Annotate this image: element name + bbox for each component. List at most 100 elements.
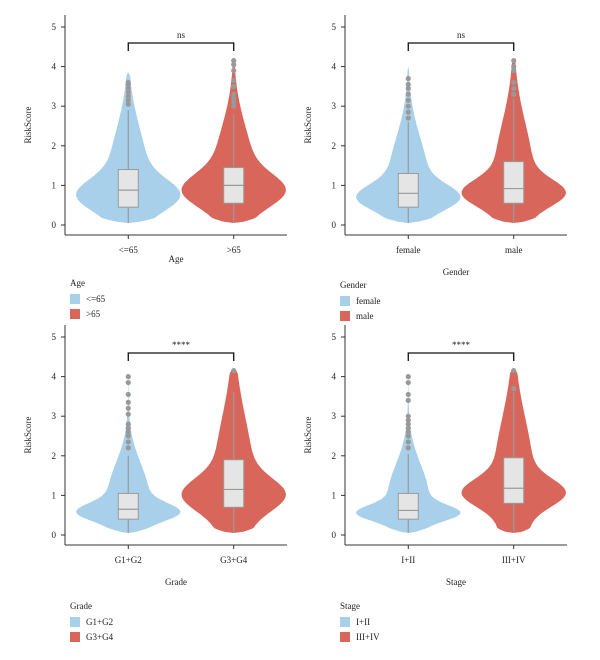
outlier-point — [231, 91, 237, 97]
legend-title: Age — [70, 278, 85, 288]
legend-swatch-1 — [340, 616, 350, 627]
box — [397, 492, 419, 520]
outlier-point — [405, 75, 411, 82]
y-tick-label: 4 — [52, 372, 57, 382]
legend-label: <=65 — [86, 293, 106, 304]
chart-panel-2: 0 1 2 3 4 5 RiskScore Gender female male ns — [303, 15, 567, 277]
significance-bracket — [127, 352, 235, 361]
legend-gender: Gender female male — [340, 280, 380, 323]
outlier-point — [405, 439, 411, 445]
outlier-point — [125, 391, 131, 398]
x-axis-label: Stage — [446, 577, 466, 587]
outlier-point — [405, 103, 411, 109]
outlier-point — [125, 425, 131, 431]
y-tick-label: 0 — [52, 530, 57, 540]
legend-swatch-2 — [340, 631, 350, 642]
outlier-point — [405, 374, 411, 380]
outlier-point — [405, 433, 411, 439]
legend-swatch-2 — [70, 631, 80, 642]
outlier-point — [405, 425, 411, 431]
y-axis-label: RiskScore — [23, 416, 33, 453]
y-tick-label: 2 — [52, 451, 57, 461]
outlier-point — [125, 101, 131, 107]
legend-title: Grade — [70, 601, 92, 611]
outlier-point — [125, 85, 131, 91]
outlier-point — [231, 67, 237, 74]
legend-swatch-1 — [340, 295, 350, 306]
x-tick-label: III+IV — [502, 555, 526, 565]
y-tick-label: 0 — [332, 220, 337, 230]
legend-entry: I+II — [340, 614, 380, 629]
chart-panel-1: 0 1 2 3 4 5 RiskScore Age <=65 >65 ns — [23, 15, 287, 264]
box — [503, 161, 525, 204]
outlier-point — [125, 429, 131, 435]
legend-label: III+IV — [356, 631, 380, 642]
outlier-point — [405, 97, 411, 103]
outlier-point — [405, 417, 411, 423]
outlier-point — [405, 413, 411, 419]
y-tick-label: 1 — [332, 490, 337, 500]
significance-label: **** — [452, 340, 471, 350]
outlier-point — [231, 99, 237, 105]
outlier-point — [125, 374, 131, 380]
y-tick-label: 4 — [332, 372, 337, 382]
outlier-point — [125, 79, 131, 86]
box — [117, 169, 139, 208]
legend-label: G1+G2 — [86, 616, 114, 627]
legend-entry: <=65 — [70, 291, 105, 306]
legend-entry: female — [340, 293, 380, 308]
outlier-point — [405, 391, 411, 398]
outlier-point — [405, 421, 411, 427]
x-axis-label: Grade — [165, 577, 187, 587]
legend-entry: III+IV — [340, 629, 380, 644]
box — [503, 457, 525, 504]
outlier-point — [125, 433, 131, 439]
legend-label: male — [356, 310, 374, 321]
significance-bracket — [407, 352, 515, 361]
x-tick-label: female — [396, 245, 420, 255]
outlier-point — [125, 405, 131, 411]
y-tick-label: 3 — [52, 101, 57, 111]
outlier-point — [231, 83, 237, 89]
legend-entry: G3+G4 — [70, 629, 113, 644]
x-tick-label: I+II — [401, 555, 415, 565]
outlier-point — [405, 115, 411, 121]
outlier-point — [125, 93, 131, 99]
outlier-point — [231, 95, 237, 101]
x-tick-label: G3+G4 — [220, 555, 248, 565]
y-tick-label: 2 — [332, 141, 337, 151]
outlier-point — [511, 58, 517, 64]
x-tick-label: G1+G2 — [115, 555, 142, 565]
chart-panel-3: 0 1 2 3 4 5 RiskScore Grade G1+G2 G3+G4 **** — [23, 325, 287, 587]
y-tick-label: 3 — [332, 101, 337, 111]
outlier-point — [125, 399, 131, 405]
significance-label: **** — [172, 340, 191, 350]
y-tick-label: 5 — [52, 22, 57, 32]
outlier-point — [511, 385, 517, 392]
outlier-point — [405, 445, 411, 451]
outlier-point — [125, 97, 131, 103]
legend-swatch-2 — [70, 308, 80, 319]
legend-swatch-2 — [340, 310, 350, 321]
y-tick-label: 1 — [332, 180, 337, 190]
outlier-point — [125, 421, 131, 427]
outlier-point — [405, 429, 411, 435]
outlier-point — [511, 79, 517, 86]
outlier-point — [405, 109, 411, 115]
outlier-point — [125, 89, 131, 95]
y-tick-label: 2 — [52, 141, 57, 151]
legend-label: G3+G4 — [86, 631, 114, 642]
legend-swatch-1 — [70, 293, 80, 304]
outlier-point — [405, 91, 411, 97]
outlier-point — [231, 62, 237, 68]
legend-label: I+II — [356, 616, 371, 627]
x-tick-label: >65 — [227, 245, 242, 255]
box — [117, 492, 139, 520]
y-tick-label: 4 — [52, 62, 57, 72]
y-tick-label: 5 — [332, 22, 337, 32]
legend-stage: Stage I+II III+IV — [340, 601, 380, 644]
outlier-point — [405, 397, 411, 403]
significance-label: ns — [177, 30, 186, 40]
y-tick-label: 3 — [52, 411, 57, 421]
